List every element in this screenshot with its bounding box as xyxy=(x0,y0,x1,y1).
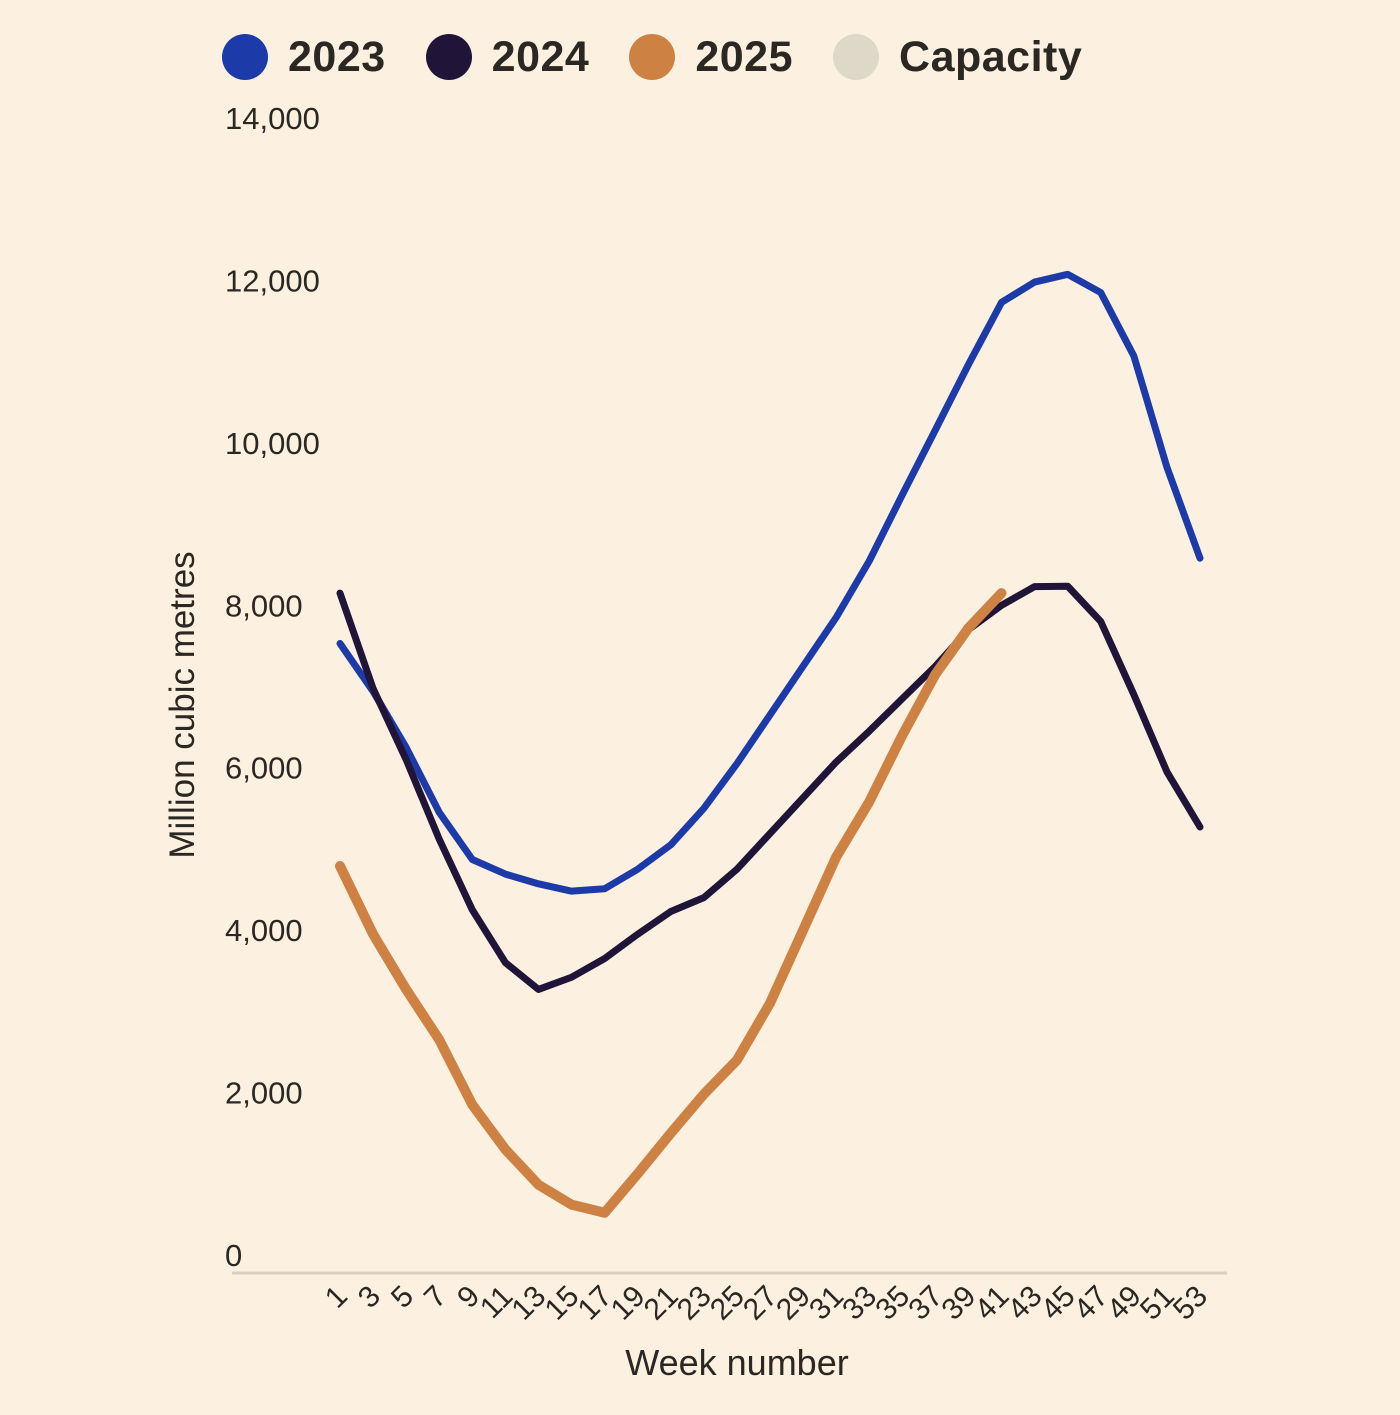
legend-item-2023: 2023 xyxy=(222,34,386,80)
x-tick-label: 7 xyxy=(418,1280,453,1315)
x-tick-label: 53 xyxy=(1167,1280,1214,1327)
series-line-2025 xyxy=(335,588,1007,1218)
y-tick-label: 14,000 xyxy=(225,101,320,136)
legend-label: 2025 xyxy=(695,32,794,81)
y-tick-label: 0 xyxy=(225,1238,242,1273)
y-axis-title: Million cubic metres xyxy=(163,551,202,859)
y-tick-label: 4,000 xyxy=(225,913,303,948)
legend-label: 2023 xyxy=(288,32,386,81)
legend-item-2025: 2025 xyxy=(629,34,793,80)
x-axis-title: Week number xyxy=(625,1342,849,1383)
y-tick-label: 10,000 xyxy=(225,426,320,461)
legend-swatch-icon xyxy=(833,34,880,80)
y-tick-label: 6,000 xyxy=(225,751,303,786)
y-tick-label: 12,000 xyxy=(225,263,320,298)
x-tick-label: 1 xyxy=(319,1280,354,1315)
legend-label: Capacity xyxy=(899,32,1083,81)
legend-label: 2024 xyxy=(491,32,590,81)
legend-item-2024: 2024 xyxy=(425,32,590,81)
y-tick-label: 2,000 xyxy=(225,1076,303,1111)
y-tick-label: 8,000 xyxy=(225,588,303,623)
legend-item-capacity: Capacity xyxy=(833,34,1082,80)
chart-legend: 2023 2024 2025 Capacity xyxy=(222,34,1082,80)
legend-swatch-icon xyxy=(629,34,676,80)
series-line-2023 xyxy=(336,270,1204,895)
x-tick-label: 3 xyxy=(352,1280,387,1315)
legend-swatch-icon xyxy=(222,34,268,80)
legend-swatch-icon xyxy=(425,34,472,80)
x-tick-label: 5 xyxy=(385,1280,420,1315)
series-line-2024 xyxy=(336,582,1204,993)
